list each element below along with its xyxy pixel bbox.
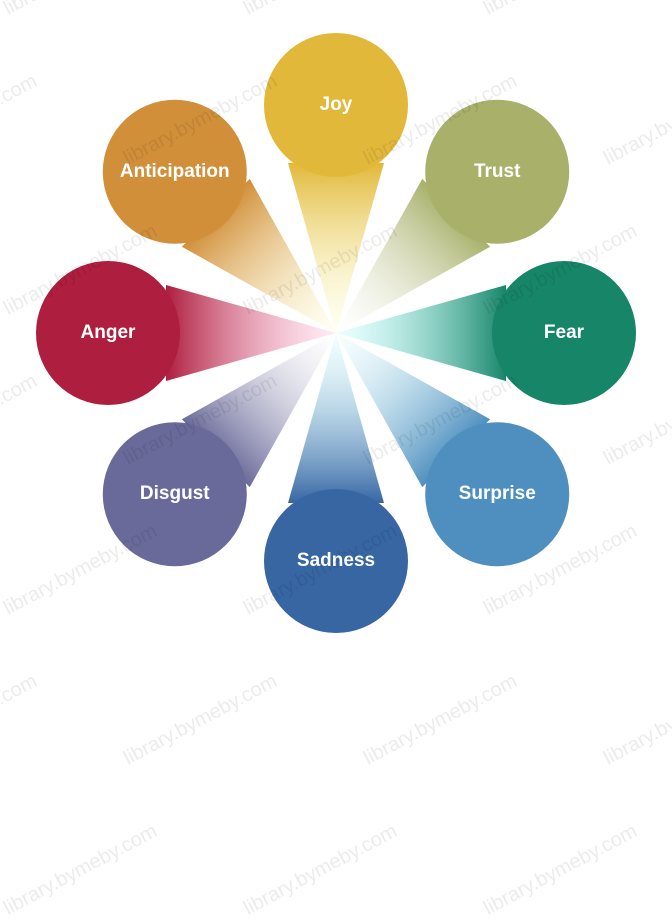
watermark-text: library.bymeby.com [0, 670, 41, 770]
petal-label: Sadness [297, 550, 375, 571]
petal-label: Disgust [140, 483, 210, 504]
petal-label: Fear [544, 322, 585, 343]
watermark-text: library.bymeby.com [600, 670, 672, 770]
petal-label: Joy [320, 94, 353, 115]
watermark-text: library.bymeby.com [120, 670, 281, 770]
watermark-text: library.bymeby.com [360, 670, 521, 770]
watermark-text: library.bymeby.com [240, 820, 401, 920]
petal-label: Anticipation [120, 161, 230, 182]
watermark-text: library.bymeby.com [0, 820, 161, 920]
petal-label: Trust [474, 161, 521, 182]
wheel-svg: Joy Trust Fear Surprise Sadness Disgust Anger A… [0, 0, 672, 666]
petal-label: Anger [81, 322, 137, 343]
petal-label: Surprise [459, 483, 536, 504]
watermark-text: library.bymeby.com [480, 820, 641, 920]
emotion-wheel: Joy Trust Fear Surprise Sadness Disgust Anger A… [0, 0, 672, 666]
